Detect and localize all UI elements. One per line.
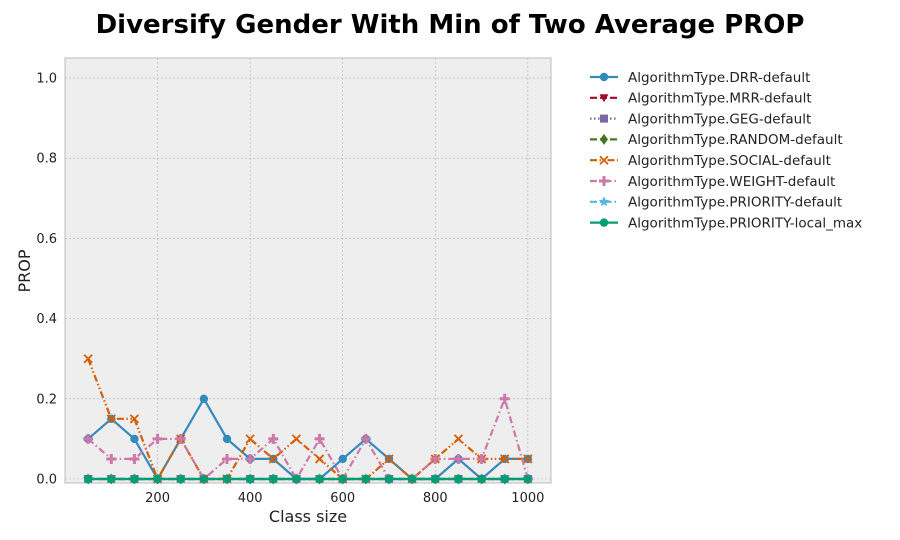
legend-entry: AlgorithmType.SOCIAL-default: [590, 153, 831, 169]
y-tick-label: 0.8: [36, 152, 57, 167]
data-point: [107, 474, 116, 484]
data-point: [83, 474, 93, 484]
data-point: [292, 474, 301, 484]
x-tick-label: 400: [238, 491, 263, 506]
legend-marker: [599, 218, 609, 227]
y-tick-label: 0.6: [36, 232, 57, 247]
y-axis-label: PROP: [15, 249, 34, 292]
data-point: [152, 433, 163, 444]
legend-label: AlgorithmType.PRIORITY-default: [628, 195, 842, 211]
data-point: [499, 393, 510, 404]
data-point: [453, 453, 464, 464]
data-point: [129, 453, 140, 464]
y-tick-label: 0.4: [36, 312, 57, 327]
data-point: [314, 454, 325, 464]
data-point: [523, 474, 533, 484]
legend-entry: AlgorithmType.RANDOM-default: [590, 132, 843, 148]
data-point: [407, 474, 417, 484]
x-axis-label: Class size: [269, 507, 347, 526]
legend-marker: [599, 94, 609, 103]
legend: AlgorithmType.DRR-default AlgorithmType.M…: [590, 70, 862, 231]
legend-marker: [599, 176, 609, 186]
x-tick-label: 600: [330, 491, 355, 506]
plot-area: [64, 57, 552, 484]
data-point: [175, 433, 186, 444]
data-point: [222, 434, 232, 444]
legend-entry: AlgorithmType.MRR-default: [590, 91, 812, 107]
ticks: 200 400 600 800 1000 0.0 0.2 0.4 0.6 0.8 1.0: [36, 72, 544, 506]
data-point: [83, 433, 94, 444]
data-point: [477, 474, 486, 484]
data-point: [130, 434, 139, 444]
legend-marker: [600, 114, 608, 123]
data-point: [176, 474, 185, 484]
y-tick-label: 0.0: [36, 472, 57, 487]
data-point: [199, 394, 209, 404]
data-point: [129, 414, 140, 424]
x-tick-label: 800: [423, 491, 448, 506]
data-point: [314, 433, 325, 444]
legend-label: AlgorithmType.SOCIAL-default: [628, 153, 831, 169]
data-point: [384, 474, 394, 484]
data-point: [245, 474, 255, 484]
legend-label: AlgorithmType.DRR-default: [628, 70, 810, 86]
data-point: [269, 474, 278, 484]
x-tick-label: 1000: [511, 491, 544, 506]
x-tick-label: 200: [145, 491, 170, 506]
legend-entry: AlgorithmType.GEG-default: [590, 111, 811, 127]
legend-entry: AlgorithmType.PRIORITY-local_max: [590, 215, 862, 231]
data-point: [268, 454, 278, 464]
data-point: [453, 434, 464, 444]
data-point: [268, 433, 279, 444]
data-point: [500, 474, 509, 484]
legend-label: AlgorithmType.MRR-default: [628, 91, 812, 107]
data-point: [222, 474, 232, 484]
data-point: [222, 453, 232, 464]
legend-label: AlgorithmType.RANDOM-default: [628, 132, 843, 148]
data-point: [153, 474, 162, 484]
y-tick-label: 1.0: [36, 72, 57, 87]
data-point: [106, 414, 116, 424]
data-point: [431, 474, 440, 484]
legend-marker: [599, 72, 609, 82]
data-point: [315, 474, 324, 484]
chart-title: Diversify Gender With Min of Two Average…: [96, 10, 805, 40]
series-layer: [82, 354, 534, 485]
legend-label: AlgorithmType.GEG-default: [628, 111, 811, 127]
data-point: [106, 453, 117, 464]
series-5: [83, 393, 533, 484]
y-tick-label: 0.2: [36, 392, 57, 407]
data-point: [245, 434, 255, 444]
legend-marker: [599, 155, 609, 165]
data-point: [291, 434, 302, 444]
legend-entry: AlgorithmType.DRR-default: [590, 70, 810, 86]
data-point: [361, 474, 371, 484]
legend-label: AlgorithmType.WEIGHT-default: [628, 174, 835, 190]
data-point: [500, 454, 510, 464]
data-point: [245, 453, 256, 464]
data-point: [199, 474, 209, 484]
data-point: [430, 453, 441, 464]
legend-label: AlgorithmType.PRIORITY-local_max: [628, 215, 862, 231]
series-7: [83, 474, 533, 484]
data-point: [83, 354, 93, 364]
legend-entry: AlgorithmType.WEIGHT-default: [590, 174, 835, 190]
legend-marker: [598, 196, 610, 207]
data-point: [338, 454, 347, 464]
data-point: [130, 474, 139, 484]
series-line: [87, 358, 528, 481]
data-point: [360, 433, 371, 444]
data-point: [476, 453, 487, 464]
data-point: [384, 454, 394, 464]
data-point: [338, 474, 347, 484]
data-point: [523, 454, 533, 464]
data-point: [454, 474, 463, 484]
legend-marker: [600, 133, 608, 145]
legend-entry: AlgorithmType.PRIORITY-default: [590, 195, 842, 211]
